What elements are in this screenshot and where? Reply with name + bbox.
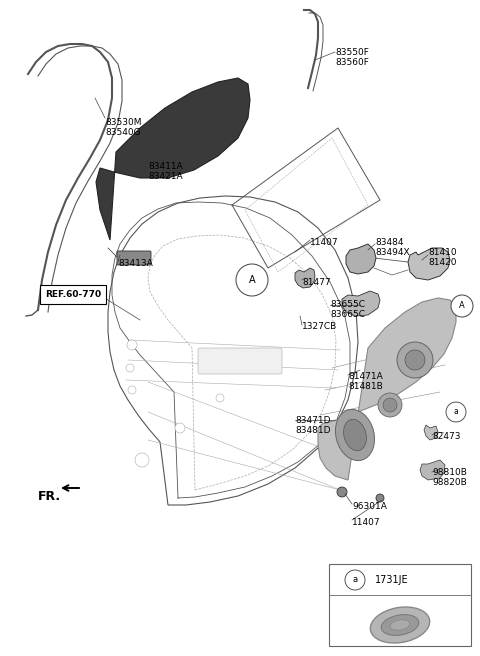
Circle shape [405, 350, 425, 370]
Circle shape [126, 364, 134, 372]
Circle shape [236, 264, 268, 296]
Text: 83413A: 83413A [118, 259, 153, 268]
Circle shape [127, 340, 137, 350]
Circle shape [345, 570, 365, 590]
Text: 83484
83494X: 83484 83494X [375, 238, 409, 257]
Text: 83411A
83421A: 83411A 83421A [148, 162, 183, 182]
Text: 81410
81420: 81410 81420 [428, 248, 456, 268]
Text: a: a [454, 407, 458, 417]
Text: 81471A
81481B: 81471A 81481B [348, 372, 383, 392]
Circle shape [175, 423, 185, 433]
FancyBboxPatch shape [117, 251, 151, 265]
Text: a: a [352, 575, 358, 584]
Circle shape [128, 386, 136, 394]
Polygon shape [424, 425, 438, 440]
Circle shape [383, 398, 397, 412]
Text: REF.60-770: REF.60-770 [45, 290, 101, 299]
Circle shape [446, 402, 466, 422]
Circle shape [216, 394, 224, 402]
Circle shape [451, 295, 473, 317]
Polygon shape [346, 244, 376, 274]
Ellipse shape [390, 620, 410, 630]
Ellipse shape [344, 419, 366, 451]
Ellipse shape [336, 409, 374, 461]
Ellipse shape [381, 615, 419, 636]
Circle shape [337, 487, 347, 497]
Text: 11407: 11407 [310, 238, 338, 247]
Circle shape [397, 342, 433, 378]
Text: A: A [249, 275, 255, 285]
Text: 83550F
83560F: 83550F 83560F [335, 48, 369, 68]
Text: 1327CB: 1327CB [302, 322, 337, 331]
Polygon shape [342, 291, 380, 316]
Polygon shape [318, 298, 456, 480]
Text: FR.: FR. [38, 489, 61, 502]
Ellipse shape [370, 607, 430, 643]
Circle shape [376, 494, 384, 502]
FancyBboxPatch shape [329, 564, 471, 646]
Text: A: A [459, 302, 465, 310]
Text: 82473: 82473 [432, 432, 460, 441]
Polygon shape [408, 248, 450, 280]
Text: 83471D
83481D: 83471D 83481D [295, 416, 331, 436]
Polygon shape [295, 268, 315, 288]
FancyBboxPatch shape [198, 348, 282, 374]
Text: 1731JE: 1731JE [375, 575, 408, 585]
Text: 83530M
83540G: 83530M 83540G [105, 118, 142, 137]
Text: 98810B
98820B: 98810B 98820B [432, 468, 467, 487]
Text: 11407: 11407 [352, 518, 381, 527]
Text: 83655C
83665C: 83655C 83665C [330, 300, 365, 319]
Polygon shape [108, 196, 358, 505]
Circle shape [378, 393, 402, 417]
Polygon shape [96, 78, 250, 240]
Text: 81477: 81477 [302, 278, 331, 287]
Circle shape [135, 453, 149, 467]
Text: 96301A: 96301A [352, 502, 387, 511]
Polygon shape [420, 460, 445, 480]
